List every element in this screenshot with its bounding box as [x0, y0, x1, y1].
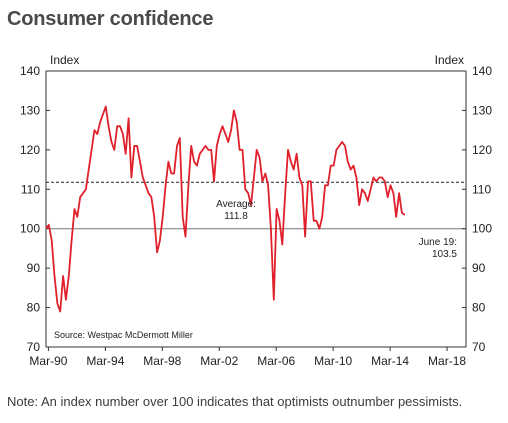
y-tick-label-left: 100 — [20, 222, 40, 236]
y-tick-label-right: 120 — [472, 143, 492, 157]
x-tick-label: Mar-18 — [428, 354, 466, 368]
y-tick-label-left: 70 — [27, 340, 41, 354]
source-annotation: Source: Westpac McDermott Miller — [54, 330, 193, 340]
y-axis-label-left: Index — [50, 53, 79, 67]
average-annotation-value: 111.8 — [224, 211, 248, 222]
chart-note: Note: An index number over 100 indicates… — [7, 394, 463, 409]
latest-annotation-label: June 19: — [419, 237, 457, 248]
average-annotation-label: Average: — [216, 199, 256, 210]
latest-annotation-value: 103.5 — [432, 249, 457, 260]
x-tick-label: Mar-06 — [257, 354, 295, 368]
x-tick-label: Mar-10 — [314, 354, 352, 368]
x-tick-label: Mar-14 — [371, 354, 409, 368]
x-tick-label: Mar-02 — [200, 354, 238, 368]
y-tick-label-right: 140 — [472, 64, 492, 78]
y-tick-label-right: 130 — [472, 103, 492, 117]
y-tick-label-right: 80 — [472, 301, 486, 315]
y-tick-label-left: 90 — [27, 261, 41, 275]
y-tick-label-left: 130 — [20, 103, 40, 117]
y-axis-label-right: Index — [435, 53, 464, 67]
x-tick-label: Mar-94 — [86, 354, 124, 368]
consumer-confidence-line — [45, 105, 406, 313]
y-tick-label-right: 100 — [472, 222, 492, 236]
y-tick-label-left: 120 — [20, 143, 40, 157]
plot-frame — [45, 70, 467, 348]
y-tick-label-right: 90 — [472, 261, 486, 275]
chart-title: Consumer confidence — [7, 8, 214, 30]
x-tick-label: Mar-90 — [29, 354, 67, 368]
y-tick-label-right: 70 — [472, 340, 486, 354]
x-tick-label: Mar-98 — [143, 354, 181, 368]
y-tick-label-left: 80 — [27, 301, 41, 315]
y-tick-label-right: 110 — [472, 182, 491, 196]
y-tick-label-left: 140 — [20, 64, 40, 78]
y-tick-label-left: 110 — [21, 182, 40, 196]
